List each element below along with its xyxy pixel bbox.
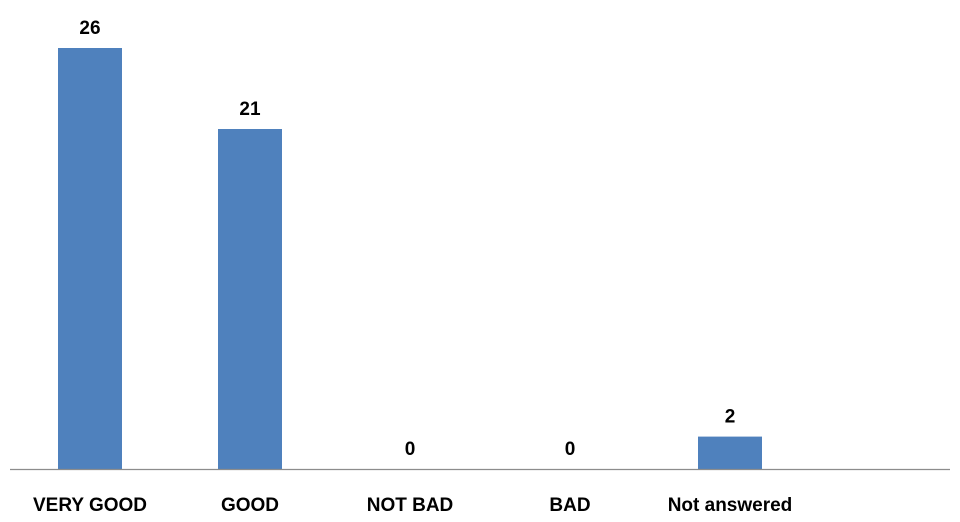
value-label-good: 21 bbox=[239, 99, 261, 120]
category-label-not-answered: Not answered bbox=[668, 495, 793, 516]
category-label-bad: BAD bbox=[549, 495, 590, 516]
bar-not-answered bbox=[698, 436, 762, 469]
value-label-not-answered: 2 bbox=[725, 407, 736, 428]
value-label-very-good: 26 bbox=[79, 18, 100, 39]
category-label-not-bad: NOT BAD bbox=[367, 495, 454, 516]
category-label-very-good: VERY GOOD bbox=[33, 495, 147, 516]
bars-layer bbox=[58, 48, 762, 469]
bar-very-good bbox=[58, 48, 122, 469]
value-labels-layer: 26 21 0 0 2 bbox=[79, 18, 735, 460]
category-labels-layer: VERY GOOD GOOD NOT BAD BAD Not answered bbox=[33, 495, 792, 516]
bar-good bbox=[218, 129, 282, 469]
value-label-bad: 0 bbox=[565, 439, 576, 460]
value-label-not-bad: 0 bbox=[405, 439, 416, 460]
category-label-good: GOOD bbox=[221, 495, 279, 516]
